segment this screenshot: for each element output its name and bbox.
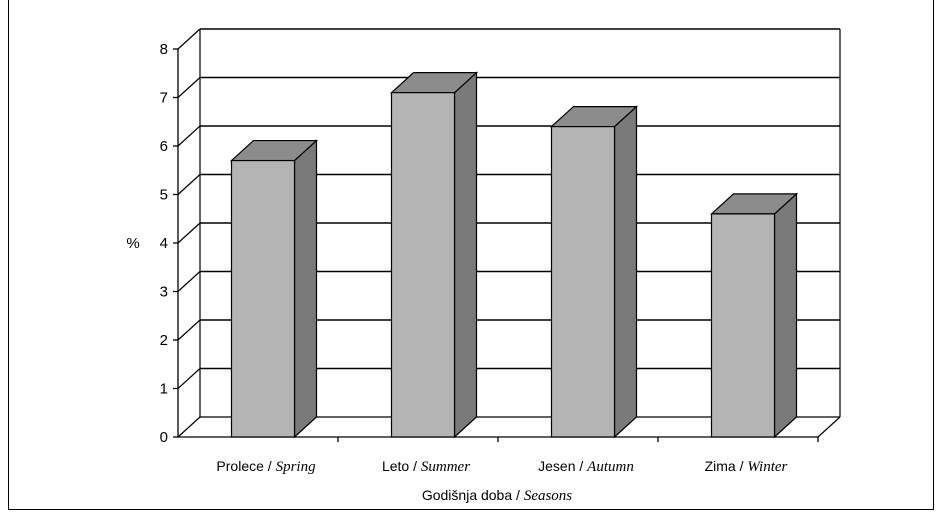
y-grid-connector (177, 416, 201, 438)
y-grid-connector (177, 77, 201, 98)
y-tick-label: 3 (160, 284, 168, 301)
y-tick-label: 1 (160, 381, 168, 398)
x-axis-label-local: Godišnja doba (422, 487, 513, 503)
bar-side-face (293, 139, 318, 439)
floor-right-edge (817, 416, 841, 438)
y-grid-connector (177, 222, 201, 244)
bar-front-face (230, 159, 296, 438)
y-tick-label: 4 (160, 235, 168, 252)
figure-frame (8, 0, 934, 510)
y-tick-labels: 0 1 2 3 4 5 6 7 8 (160, 41, 168, 446)
y-tick-label: 7 (160, 90, 168, 107)
bar-spring (229, 139, 319, 439)
y-grid-connector (177, 125, 201, 147)
y-grid-connector (177, 319, 201, 341)
y-grid-connector (177, 271, 201, 292)
bar-front-face (550, 125, 616, 438)
y-grid-connector (177, 368, 201, 389)
bar-front-face (390, 92, 456, 438)
y-tick-label: 6 (160, 138, 168, 155)
bar-front-face (710, 213, 776, 438)
y-grid-connector (177, 174, 201, 195)
y-tick-label: 8 (160, 41, 168, 58)
y-tick-label: 0 (160, 429, 168, 446)
bar-side-face (773, 192, 798, 439)
x-tick-labels: Prolece / Spring Leto / Summer Jesen / Aut… (216, 458, 787, 475)
y-grid-connector (177, 28, 201, 50)
bar-side-face (453, 71, 478, 439)
x-axis-label: Godišnja doba / Seasons (422, 487, 572, 504)
x-tick-label: Zima / Winter (705, 458, 788, 475)
bar-autumn (549, 105, 639, 439)
y-tick-label: 5 (160, 187, 168, 204)
y-tick-label: 2 (160, 332, 168, 349)
bar-winter (709, 192, 799, 439)
y-axis-label: % (126, 235, 139, 252)
x-tick-label: Jesen / Autumn (538, 458, 634, 475)
bars (229, 71, 799, 439)
x-tick-label: Prolece / Spring (216, 458, 316, 475)
bar-summer (389, 71, 479, 439)
bar-side-face (613, 105, 638, 439)
x-tick-label: Leto / Summer (382, 458, 470, 475)
x-axis-label-sep: / (512, 487, 524, 503)
x-axis-label-english: Seasons (524, 488, 572, 504)
